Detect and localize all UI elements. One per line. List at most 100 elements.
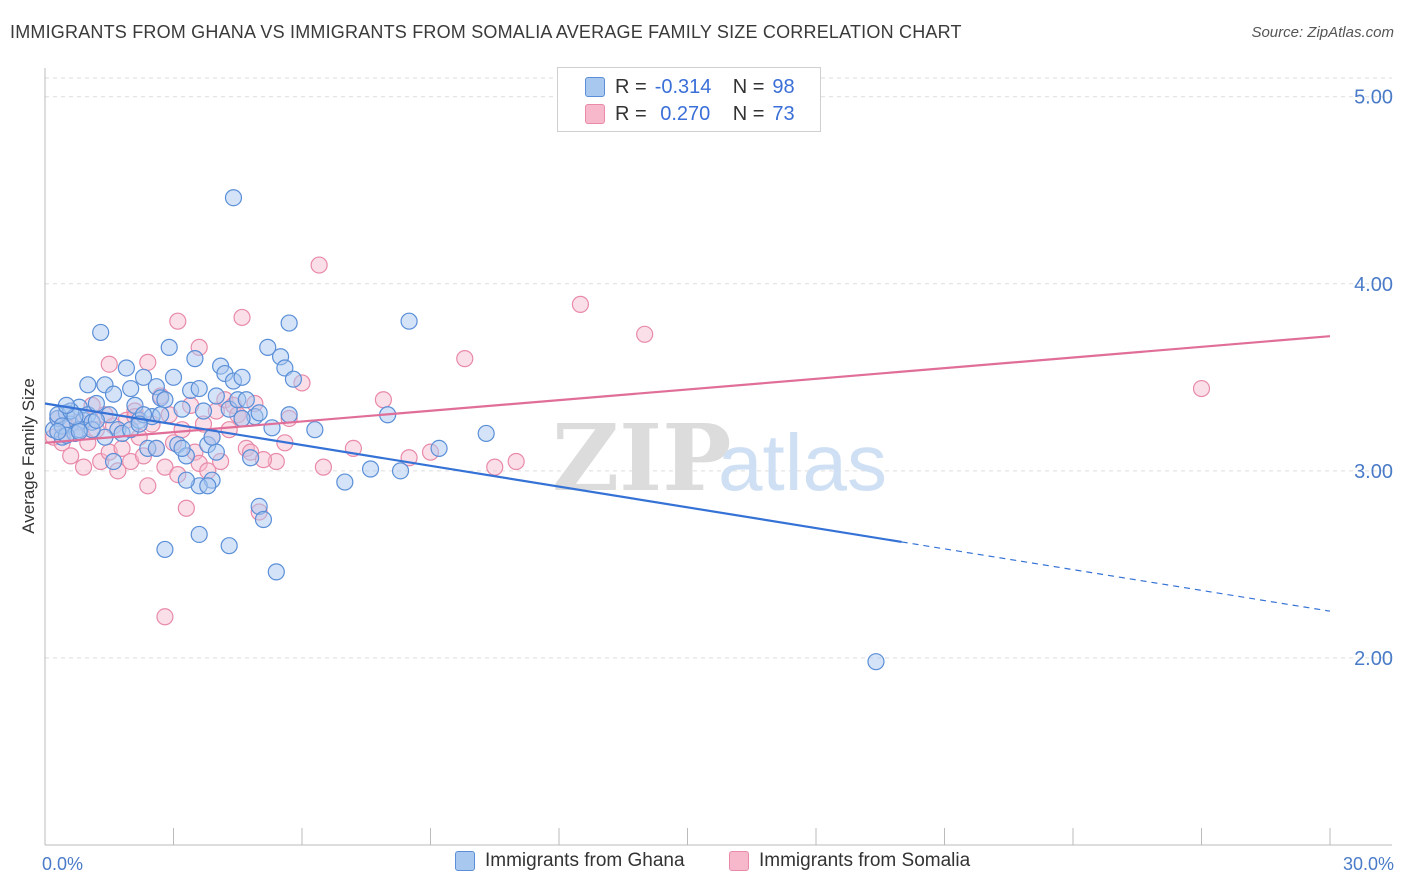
- somalia-point: [169, 312, 187, 330]
- trend-lines: [44, 335, 1331, 612]
- ghana-point: [190, 379, 208, 398]
- legend-swatch-ghana: [585, 77, 605, 97]
- somalia-point: [1192, 379, 1211, 398]
- ghana-point: [207, 387, 225, 405]
- somalia-point: [74, 458, 93, 476]
- legend-row-ghana: R = -0.314 N = 98: [558, 73, 795, 101]
- bottom-legend-swatch-ghana: [455, 851, 475, 871]
- ghana-point: [177, 471, 195, 489]
- somalia-point: [177, 499, 195, 517]
- somalia-point: [156, 608, 174, 626]
- legend-n-value-ghana: 98: [772, 75, 795, 98]
- somalia-point: [156, 458, 174, 476]
- legend-n-label: N =: [732, 75, 765, 98]
- ghana-point: [134, 368, 153, 386]
- somalia-point: [486, 458, 504, 476]
- somalia-point: [456, 350, 474, 368]
- ghana-point: [117, 359, 135, 377]
- somalia-point: [374, 391, 392, 409]
- somalia-point: [636, 325, 654, 343]
- ghana-point: [70, 422, 88, 441]
- source-label: Source: ZipAtlas.com: [1251, 24, 1394, 41]
- ghana-point: [104, 452, 123, 471]
- somalia-point: [233, 308, 251, 327]
- legend-r-label: R =: [615, 75, 647, 98]
- ghana-point: [250, 404, 268, 422]
- legend-r-label: R =: [615, 102, 647, 125]
- legend-r-value-ghana: -0.314: [654, 75, 712, 98]
- ghana-point: [87, 394, 106, 413]
- ghana-point: [477, 424, 495, 443]
- somalia-point: [62, 447, 80, 465]
- ghana-point: [233, 409, 251, 428]
- ghana-point: [263, 419, 281, 437]
- x-tick-label: 30.0%: [1343, 854, 1394, 874]
- y-tick-label: 5.00: [1354, 87, 1393, 109]
- ghana-point: [190, 525, 208, 544]
- ghana-point: [156, 540, 174, 559]
- ghana-point: [220, 537, 238, 555]
- y-tick-label: 2.00: [1354, 648, 1393, 670]
- somalia-point: [139, 477, 157, 495]
- ghana-point: [122, 379, 140, 398]
- ghana-point: [87, 411, 106, 429]
- somalia-point: [220, 421, 238, 439]
- bottom-legend: Immigrants from Ghana Immigrants from So…: [0, 850, 1406, 878]
- ghana-point: [259, 338, 277, 356]
- bottom-legend-label-ghana: Immigrants from Ghana: [485, 850, 685, 871]
- somalia-point: [139, 353, 157, 371]
- ghana-point: [164, 368, 183, 386]
- ghana-point: [306, 421, 324, 439]
- axes: [44, 68, 1392, 846]
- somalia-point: [571, 295, 590, 313]
- ghana-point: [242, 449, 260, 467]
- ghana-point: [104, 385, 123, 403]
- ghana-point: [173, 400, 191, 418]
- legend-row-somalia: R = 0.270 N = 73: [558, 100, 795, 128]
- ghana-point: [160, 338, 178, 356]
- gridlines: [45, 77, 1392, 659]
- ghana-point: [284, 370, 303, 388]
- legend: R = -0.314 N = 98 R = 0.270 N = 73: [557, 67, 821, 132]
- somalia-point: [310, 256, 328, 274]
- ghana-point: [430, 439, 448, 458]
- ghana-trend-line: [44, 402, 902, 544]
- somalia-trend-line: [44, 335, 1331, 444]
- legend-n-label: N =: [732, 102, 765, 125]
- legend-n-value-somalia: 73: [772, 102, 795, 125]
- ghana-point: [79, 376, 97, 394]
- bottom-legend-label-somalia: Immigrants from Somalia: [759, 850, 971, 871]
- ghana-point: [207, 443, 225, 461]
- watermark-atlas: atlas: [718, 418, 887, 507]
- ghana-point: [237, 391, 255, 409]
- ghana-point: [156, 391, 174, 409]
- bottom-legend-somalia: Immigrants from Somalia: [729, 850, 970, 872]
- ghana-point: [224, 189, 243, 207]
- y-tick-label: 3.00: [1354, 461, 1393, 483]
- ghana-point: [173, 439, 191, 458]
- chart-title: IMMIGRANTS FROM GHANA VS IMMIGRANTS FROM…: [10, 22, 962, 42]
- ghana-point: [186, 350, 204, 368]
- somalia-point: [100, 355, 118, 373]
- y-axis-label: Average Family Size: [19, 378, 38, 534]
- ghana-point: [391, 462, 410, 480]
- legend-r-value-somalia: 0.270: [654, 102, 711, 125]
- legend-swatch-somalia: [585, 104, 605, 124]
- ghana-point: [49, 422, 67, 441]
- y-tick-label: 4.00: [1354, 274, 1393, 296]
- watermark-zip: ZIP: [552, 404, 731, 512]
- ghana-point: [233, 368, 251, 386]
- ghana-point: [867, 653, 885, 671]
- ghana-point: [336, 473, 354, 491]
- ghana-point: [194, 402, 213, 420]
- somalia-point: [267, 452, 285, 471]
- somalia-point: [314, 458, 333, 476]
- bottom-legend-ghana: Immigrants from Ghana: [455, 850, 685, 872]
- ghana-point: [147, 439, 165, 458]
- ghana-point: [280, 314, 298, 332]
- ghana-point: [92, 323, 110, 342]
- bottom-legend-swatch-somalia: [729, 851, 749, 871]
- ghana-point: [267, 563, 285, 581]
- ghana-point: [254, 510, 273, 529]
